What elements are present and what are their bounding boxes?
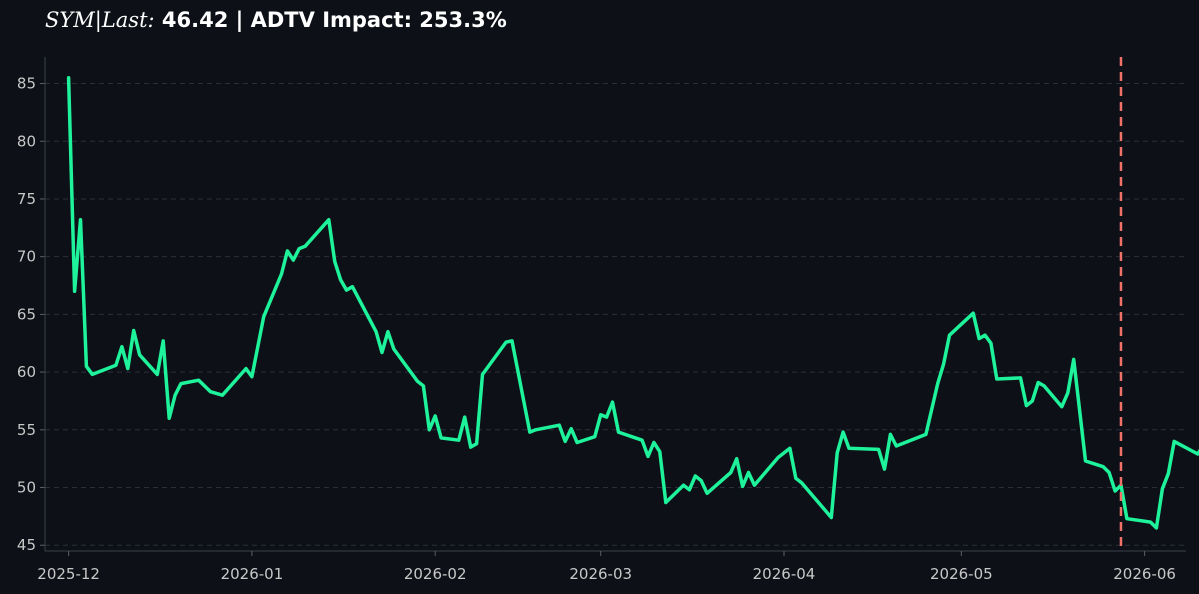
y-tick-label: 75	[17, 190, 36, 208]
x-tick-label: 2026-03	[569, 565, 632, 583]
y-tick-label: 50	[17, 479, 36, 497]
x-tick-label: 2025-12	[37, 565, 100, 583]
chart-title: SYM|Last: 46.42 | ADTV Impact: 253.3%	[45, 8, 507, 32]
y-tick-label: 65	[17, 305, 36, 323]
y-tick-label: 80	[17, 132, 36, 150]
chart-title-value: 46.42 | ADTV Impact: 253.3%	[154, 8, 507, 32]
chart-title-symbol: SYM|Last:	[45, 8, 155, 32]
y-tick-label: 60	[17, 363, 36, 381]
x-tick-label: 2026-01	[221, 565, 284, 583]
x-tick-label: 2026-02	[404, 565, 467, 583]
x-tick-label: 2026-06	[1113, 565, 1176, 583]
y-tick-label: 70	[17, 248, 36, 266]
x-tick-label: 2026-04	[753, 565, 816, 583]
price-series-line	[66, 76, 1199, 530]
x-tick-label: 2026-05	[930, 565, 993, 583]
y-tick-label: 45	[17, 536, 36, 554]
y-tick-label: 85	[17, 75, 36, 93]
y-tick-label: 55	[17, 421, 36, 439]
